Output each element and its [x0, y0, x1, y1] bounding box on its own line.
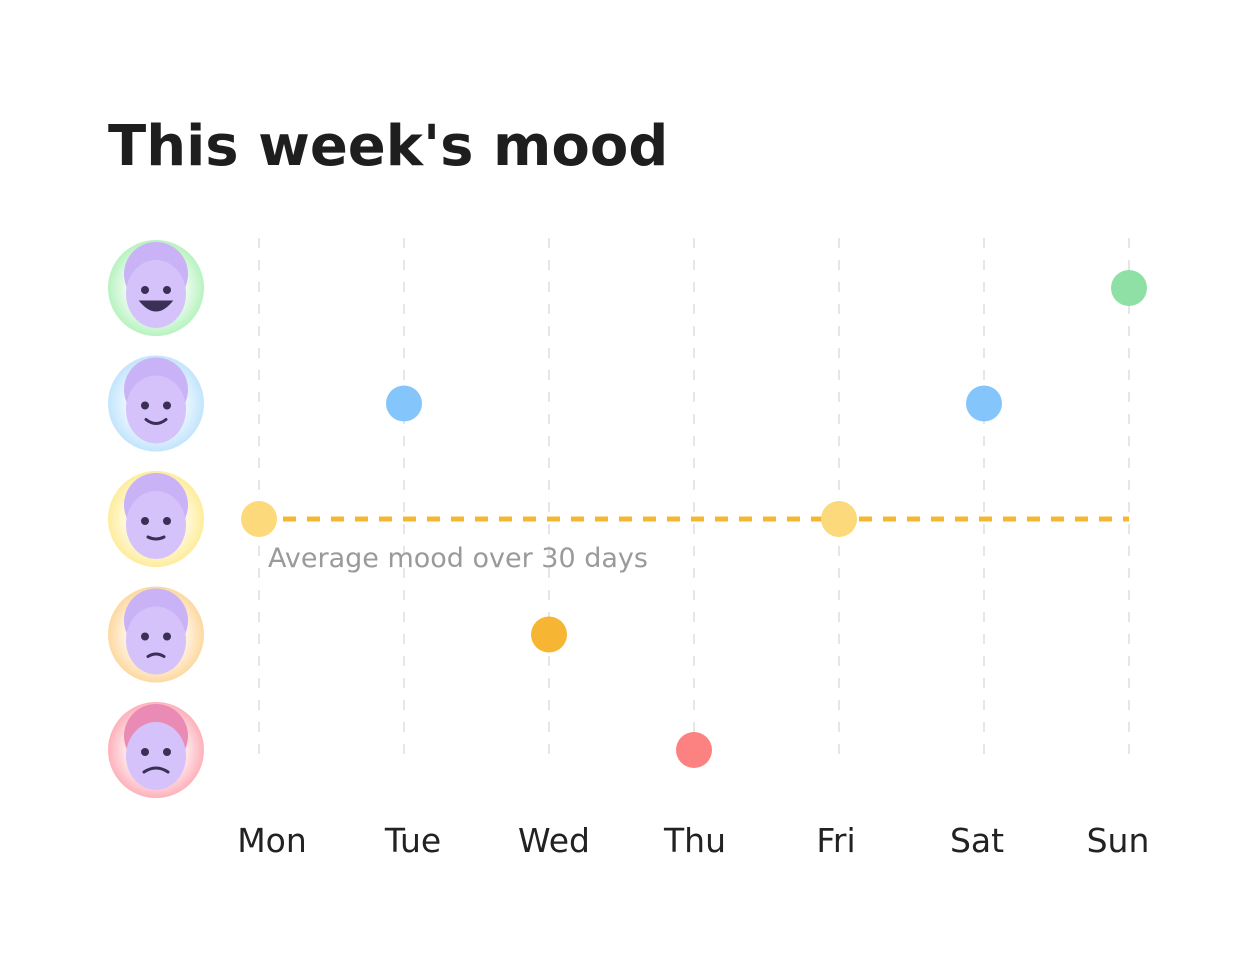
face-eye: [163, 517, 171, 525]
face-eye: [163, 748, 171, 756]
face-mouth: [144, 418, 168, 425]
face-mouth: [146, 535, 166, 541]
face-eye: [163, 286, 171, 294]
x-tick-label: Wed: [518, 821, 590, 860]
x-tick-label: Sat: [950, 821, 1004, 860]
mood-dot: [1111, 270, 1147, 306]
face-eye: [141, 401, 149, 410]
mood-face: [108, 471, 204, 567]
face-mouth: [142, 766, 170, 774]
face-eye: [141, 632, 149, 641]
face-eye: [141, 517, 149, 525]
face-mouth: [146, 652, 166, 658]
x-tick-label: Tue: [384, 821, 441, 860]
mood-face: [108, 586, 204, 683]
face-head: [126, 722, 186, 790]
x-tick-label: Thu: [663, 821, 726, 860]
face-eye: [163, 632, 171, 641]
face-eye: [141, 286, 149, 294]
x-tick-label: Mon: [237, 821, 307, 860]
face-head: [126, 375, 186, 444]
mood-dot: [966, 385, 1002, 422]
mood-face: [108, 702, 204, 798]
mood-dot: [531, 616, 567, 653]
mood-face: [108, 355, 204, 452]
chart-title: This week's mood: [108, 114, 668, 179]
mood-dot: [386, 385, 422, 422]
mood-dot: [241, 501, 277, 537]
x-tick-label: Fri: [816, 821, 855, 860]
x-tick-label: Sun: [1087, 821, 1150, 860]
mood-dot: [676, 732, 712, 768]
face-head: [126, 606, 186, 675]
face-eye: [163, 401, 171, 410]
mood-face: [108, 240, 204, 336]
face-eye: [141, 748, 149, 756]
face-head: [126, 260, 186, 328]
face-mouth: [138, 300, 174, 312]
average-label: Average mood over 30 days: [268, 543, 648, 574]
face-head: [126, 491, 186, 559]
mood-dot: [821, 501, 857, 537]
